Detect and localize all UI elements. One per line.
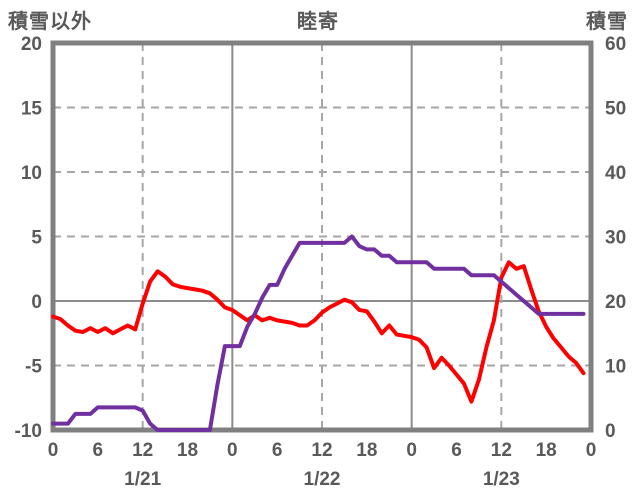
x-axis-date-label-1-22: 1/22	[304, 469, 341, 490]
right-axis-tick-label-20: 20	[605, 292, 626, 313]
x-axis-tick-label-4: 0	[227, 440, 238, 461]
left-axis-tick-label-5: 5	[31, 228, 42, 249]
right-axis-tick-label-60: 60	[605, 34, 626, 55]
x-axis-tick-label-12: 0	[586, 440, 597, 461]
x-axis-tick-label-7: 18	[356, 440, 377, 461]
temperature-line	[51, 260, 586, 404]
x-axis-tick-label-10: 12	[491, 440, 512, 461]
left-axis-tick-label-20: 20	[21, 34, 42, 55]
x-axis-tick-label-1: 6	[93, 440, 104, 461]
x-axis-tick-label-9: 6	[451, 440, 462, 461]
x-axis-date-label-1-23: 1/23	[483, 469, 520, 490]
left-axis-tick-label-10: 10	[21, 163, 42, 184]
snow-depth-line	[51, 234, 586, 432]
right-axis-title: 積雪	[586, 11, 628, 33]
x-axis-tick-label-11: 18	[536, 440, 557, 461]
x-axis-date-label-1-21: 1/21	[124, 469, 161, 490]
left-axis-title: 積雪以外	[8, 11, 92, 33]
right-axis-tick-label-50: 50	[605, 99, 626, 120]
right-axis-tick-label-0: 0	[605, 421, 616, 442]
right-axis-tick-label-30: 30	[605, 228, 626, 249]
x-axis-tick-label-6: 12	[311, 440, 332, 461]
x-axis-tick-label-2: 12	[132, 440, 153, 461]
x-axis-tick-label-8: 0	[406, 440, 417, 461]
x-axis-tick-label-0: 0	[48, 440, 59, 461]
x-axis-tick-label-3: 18	[177, 440, 198, 461]
chart-title: 睦寄	[297, 11, 339, 33]
left-axis-tick-label--5: -5	[25, 357, 42, 378]
right-axis-tick-label-40: 40	[605, 163, 626, 184]
left-axis-tick-label-0: 0	[31, 292, 42, 313]
left-axis-tick-label--10: -10	[15, 421, 42, 442]
left-axis-tick-label-15: 15	[21, 99, 43, 120]
x-axis-tick-label-5: 6	[272, 440, 283, 461]
plot-frame	[50, 40, 594, 433]
right-axis-tick-label-10: 10	[605, 357, 626, 378]
